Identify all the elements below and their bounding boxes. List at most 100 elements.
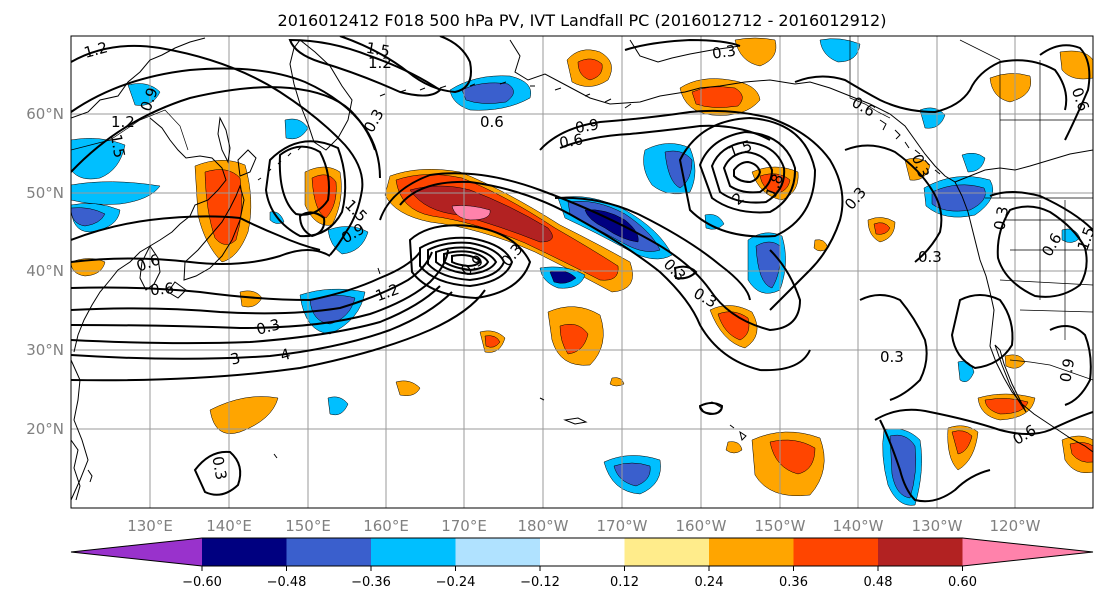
shaded-region bbox=[873, 222, 891, 235]
coastline-sakhalin bbox=[217, 116, 231, 164]
contour-line bbox=[71, 291, 453, 360]
contour-label: 0.6 bbox=[149, 279, 174, 299]
shaded-region bbox=[734, 37, 777, 67]
contour-line bbox=[710, 140, 786, 204]
contour-line bbox=[399, 180, 811, 372]
border-alaska-canada bbox=[849, 36, 891, 119]
political-borders bbox=[71, 36, 1093, 381]
contour-line bbox=[539, 109, 844, 311]
coastline-alaska bbox=[509, 39, 963, 197]
contour-line bbox=[698, 130, 797, 214]
contour-line bbox=[678, 116, 817, 238]
contour-line bbox=[733, 160, 762, 184]
lon-label: 160°E bbox=[363, 517, 409, 535]
contour-line bbox=[71, 249, 331, 265]
map-title: 2016012412 F018 500 hPa PV, IVT Landfall… bbox=[278, 11, 887, 30]
contour-label: 1.2 bbox=[82, 38, 110, 62]
colorbar-segment bbox=[286, 538, 371, 566]
contour-label: 0.6 bbox=[558, 130, 585, 152]
lon-label: 130°W bbox=[912, 517, 963, 535]
map-frame bbox=[70, 35, 1094, 509]
colorbar-tick-label: 0.12 bbox=[610, 575, 639, 590]
shaded-region bbox=[577, 58, 603, 81]
border-us-states bbox=[999, 200, 1093, 340]
colorbar-segment bbox=[624, 538, 709, 566]
shaded-region bbox=[919, 107, 946, 129]
colorbar-ticks: −0.60 −0.48 −0.36 −0.24 −0.12 0.12 0.24 … bbox=[182, 566, 977, 590]
shaded-region bbox=[951, 430, 973, 455]
contour-line bbox=[844, 144, 943, 263]
colorbar-segment bbox=[455, 538, 540, 566]
contour-label: 0.6 bbox=[480, 113, 504, 131]
colorbar-segment bbox=[202, 538, 287, 566]
shaded-region bbox=[664, 150, 693, 189]
colorbar-segment bbox=[878, 538, 963, 566]
shaded-region bbox=[71, 207, 106, 227]
shaded-region bbox=[725, 441, 743, 454]
contour-line bbox=[339, 36, 472, 94]
contour-line bbox=[278, 145, 330, 216]
contour-label: 1.5 bbox=[1074, 224, 1099, 253]
contour-line bbox=[559, 124, 771, 149]
contour-line bbox=[874, 408, 1093, 435]
contour-line bbox=[554, 196, 751, 301]
contour-line bbox=[1039, 44, 1091, 141]
contour-label: 1.5 bbox=[365, 39, 392, 61]
colorbar-tick-label: −0.36 bbox=[351, 575, 391, 590]
colorbar-segment bbox=[71, 538, 202, 566]
pv-contours bbox=[71, 36, 1093, 503]
lon-label: 180°W bbox=[518, 517, 569, 535]
colorbar-tick-label: −0.48 bbox=[267, 575, 307, 590]
shaded-region bbox=[451, 205, 491, 221]
contour-line bbox=[950, 294, 1014, 370]
contour-line bbox=[71, 249, 449, 330]
shaded-region bbox=[609, 377, 625, 387]
contour-label: 1.2 bbox=[368, 54, 392, 72]
shaded-region bbox=[204, 169, 243, 245]
contour-label: 0.3 bbox=[880, 348, 904, 366]
contour-label: 0.9 bbox=[574, 115, 601, 137]
contour-label: 0.3 bbox=[990, 205, 1012, 232]
colorbar-segment bbox=[371, 538, 456, 566]
contour-line bbox=[451, 254, 482, 268]
contour-label: 0.3 bbox=[711, 42, 737, 63]
shaded-region bbox=[127, 83, 161, 106]
lat-label: 50°N bbox=[26, 184, 64, 202]
colorbar-tick-label: −0.12 bbox=[520, 575, 560, 590]
colorbar-tick-label: 0.36 bbox=[779, 575, 808, 590]
colorbar-tick-label: −0.24 bbox=[436, 575, 476, 590]
contour-line bbox=[71, 215, 321, 251]
lon-label: 140°W bbox=[833, 517, 884, 535]
lat-label: 30°N bbox=[26, 341, 64, 359]
latitude-labels: 20°N 30°N 40°N 50°N 60°N bbox=[26, 105, 64, 438]
coastline-asia bbox=[71, 37, 227, 501]
coastline-aleutians bbox=[379, 81, 632, 109]
contour-line bbox=[794, 59, 1068, 114]
lon-label: 160°W bbox=[676, 517, 727, 535]
contour-line bbox=[419, 236, 514, 288]
contour-line bbox=[408, 224, 532, 300]
contour-label: 0.3 bbox=[918, 248, 942, 266]
shaded-region bbox=[691, 86, 743, 108]
contour-line bbox=[722, 150, 774, 194]
lon-label: 170°E bbox=[441, 517, 487, 535]
shaded-region bbox=[559, 324, 589, 355]
contour-label: 4 bbox=[278, 345, 292, 365]
coastline-korea bbox=[139, 245, 161, 291]
lon-label: 150°W bbox=[755, 517, 806, 535]
lon-label: 170°W bbox=[597, 517, 648, 535]
colorbar-tick-label: −0.60 bbox=[182, 575, 222, 590]
coastline-bc-islands bbox=[879, 119, 941, 175]
contour-line bbox=[427, 241, 506, 282]
border-canada-provinces bbox=[959, 39, 1093, 198]
colorbar-tick-label: 0.24 bbox=[695, 575, 724, 590]
shaded-region bbox=[984, 398, 1029, 415]
colorbar-segment bbox=[793, 538, 878, 566]
contour-line bbox=[859, 294, 928, 401]
longitude-labels: 130°E 140°E 150°E 160°E 170°E 180°W 170°… bbox=[127, 517, 1040, 535]
contour-line bbox=[435, 246, 498, 276]
contour-line bbox=[298, 211, 326, 238]
contour-label: 0.3 bbox=[254, 315, 282, 339]
colorbar-segment bbox=[962, 538, 1093, 566]
colorbar bbox=[70, 537, 1094, 567]
